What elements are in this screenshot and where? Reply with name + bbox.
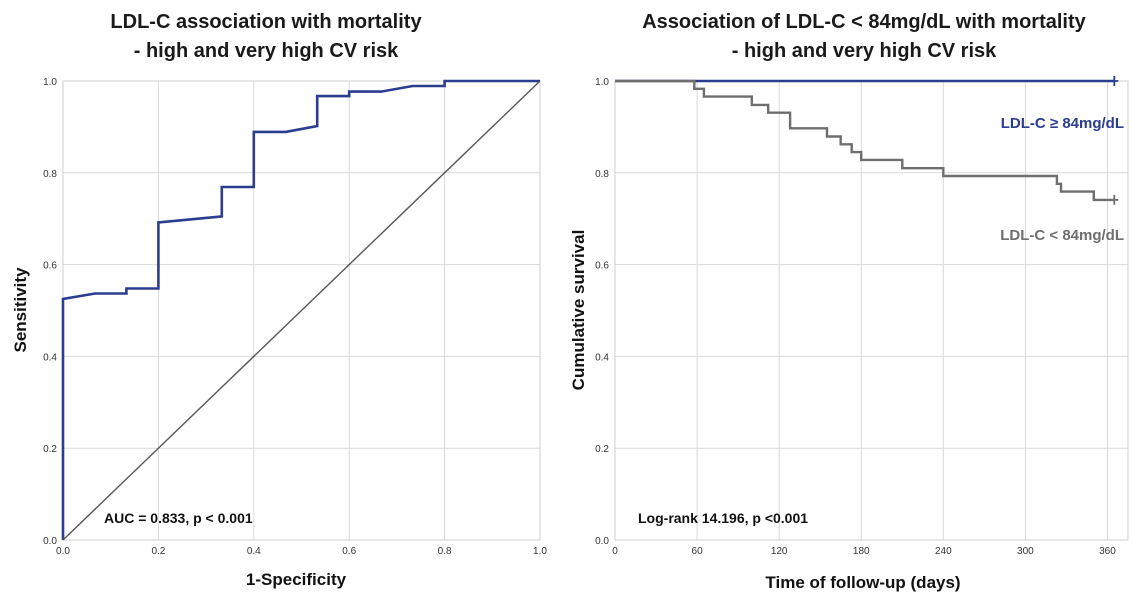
km-censor-mark (1110, 76, 1119, 86)
roc-x-tick-label: 0.0 (56, 546, 70, 557)
roc-y-tick-label: 1.0 (43, 77, 57, 88)
km-y-tick-label: 0.4 (595, 352, 609, 363)
km-y-tick-label: 0.8 (595, 169, 609, 180)
km-logrank-annotation: Log-rank 14.196, p <0.001 (638, 510, 808, 526)
roc-auc-annotation: AUC = 0.833, p < 0.001 (104, 510, 253, 526)
roc-y-tick-label: 0.2 (43, 444, 57, 455)
roc-reference-diagonal (62, 80, 541, 541)
km-x-tick-label: 240 (935, 546, 952, 557)
km-chart-title: Association of LDL-C < 84mg/dL with mort… (642, 11, 1086, 33)
km-series-low-ldl-line (615, 79, 1115, 202)
roc-curve-line (61, 79, 540, 540)
roc-lines (61, 79, 541, 541)
km-lines (615, 76, 1119, 205)
km-plot-frame (614, 80, 1129, 541)
km-x-tick-label: 0 (612, 546, 618, 557)
roc-x-tick-label: 0.6 (342, 546, 356, 557)
roc-x-tick-label: 0.2 (151, 546, 165, 557)
km-x-tick-label: 120 (771, 546, 788, 557)
km-gridlines (614, 80, 1128, 541)
roc-y-tick-label: 0.6 (43, 261, 57, 272)
km-x-tick-label: 360 (1099, 546, 1116, 557)
roc-chart: LDL-C association with mortality - high … (11, 11, 547, 589)
roc-tick-labels: 0.0 0.2 0.4 0.6 0.8 1.0 0.0 0.2 0.4 0.6 0.8 1.0 (43, 77, 547, 557)
roc-x-tick-label: 1.0 (533, 546, 547, 557)
km-chart: Association of LDL-C < 84mg/dL with mort… (569, 11, 1129, 592)
km-y-tick-label: 0.2 (595, 444, 609, 455)
km-tick-labels: 0 60 120 180 240 300 360 0.0 0.2 0.4 0.6 0.8 1.0 (595, 77, 1116, 557)
roc-x-tick-label: 0.4 (247, 546, 261, 557)
km-y-tick-label: 0.0 (595, 536, 609, 547)
roc-y-tick-label: 0.4 (43, 352, 57, 363)
roc-y-tick-label: 0.0 (43, 536, 57, 547)
km-chart-subtitle: - high and very high CV risk (732, 40, 997, 62)
roc-x-tick-label: 0.8 (438, 546, 452, 557)
km-x-tick-label: 180 (853, 546, 870, 557)
km-x-axis-title: Time of follow-up (days) (765, 573, 960, 592)
roc-y-axis-title: Sensitivity (11, 267, 30, 353)
km-y-tick-label: 0.6 (595, 261, 609, 272)
roc-chart-subtitle: - high and very high CV risk (134, 40, 399, 62)
km-censor-mark (1110, 194, 1119, 205)
roc-x-axis-title: 1-Specificity (246, 570, 347, 589)
km-y-tick-label: 1.0 (595, 77, 609, 88)
roc-y-tick-label: 0.8 (43, 169, 57, 180)
km-y-axis-title: Cumulative survival (569, 230, 588, 391)
km-label-low-ldl: LDL-C < 84mg/dL (1000, 227, 1124, 244)
km-label-high-ldl: LDL-C ≥ 84mg/dL (1001, 115, 1124, 132)
km-x-tick-label: 60 (692, 546, 704, 557)
km-x-tick-label: 300 (1017, 546, 1034, 557)
roc-chart-title: LDL-C association with mortality (110, 11, 422, 33)
